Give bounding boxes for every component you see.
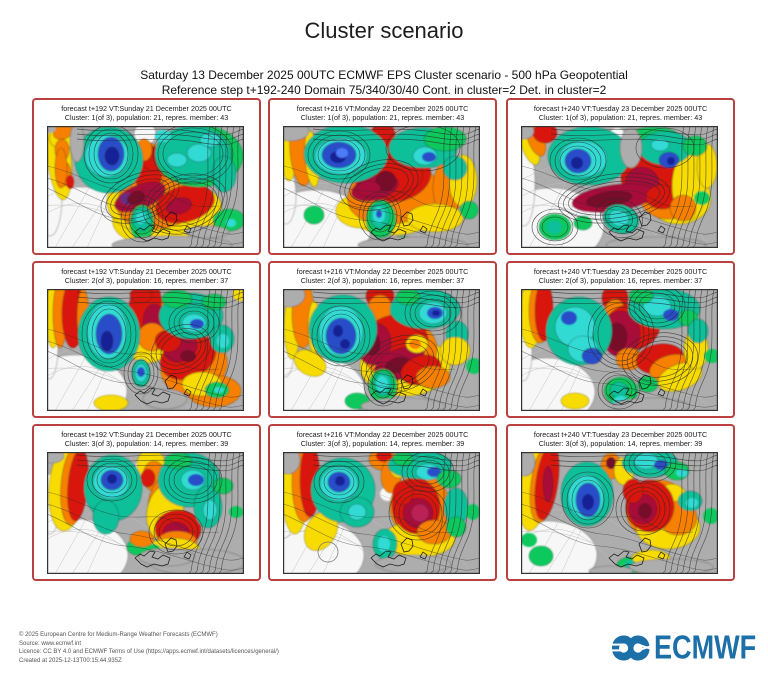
svg-text:ECMWF: ECMWF [654, 633, 756, 663]
